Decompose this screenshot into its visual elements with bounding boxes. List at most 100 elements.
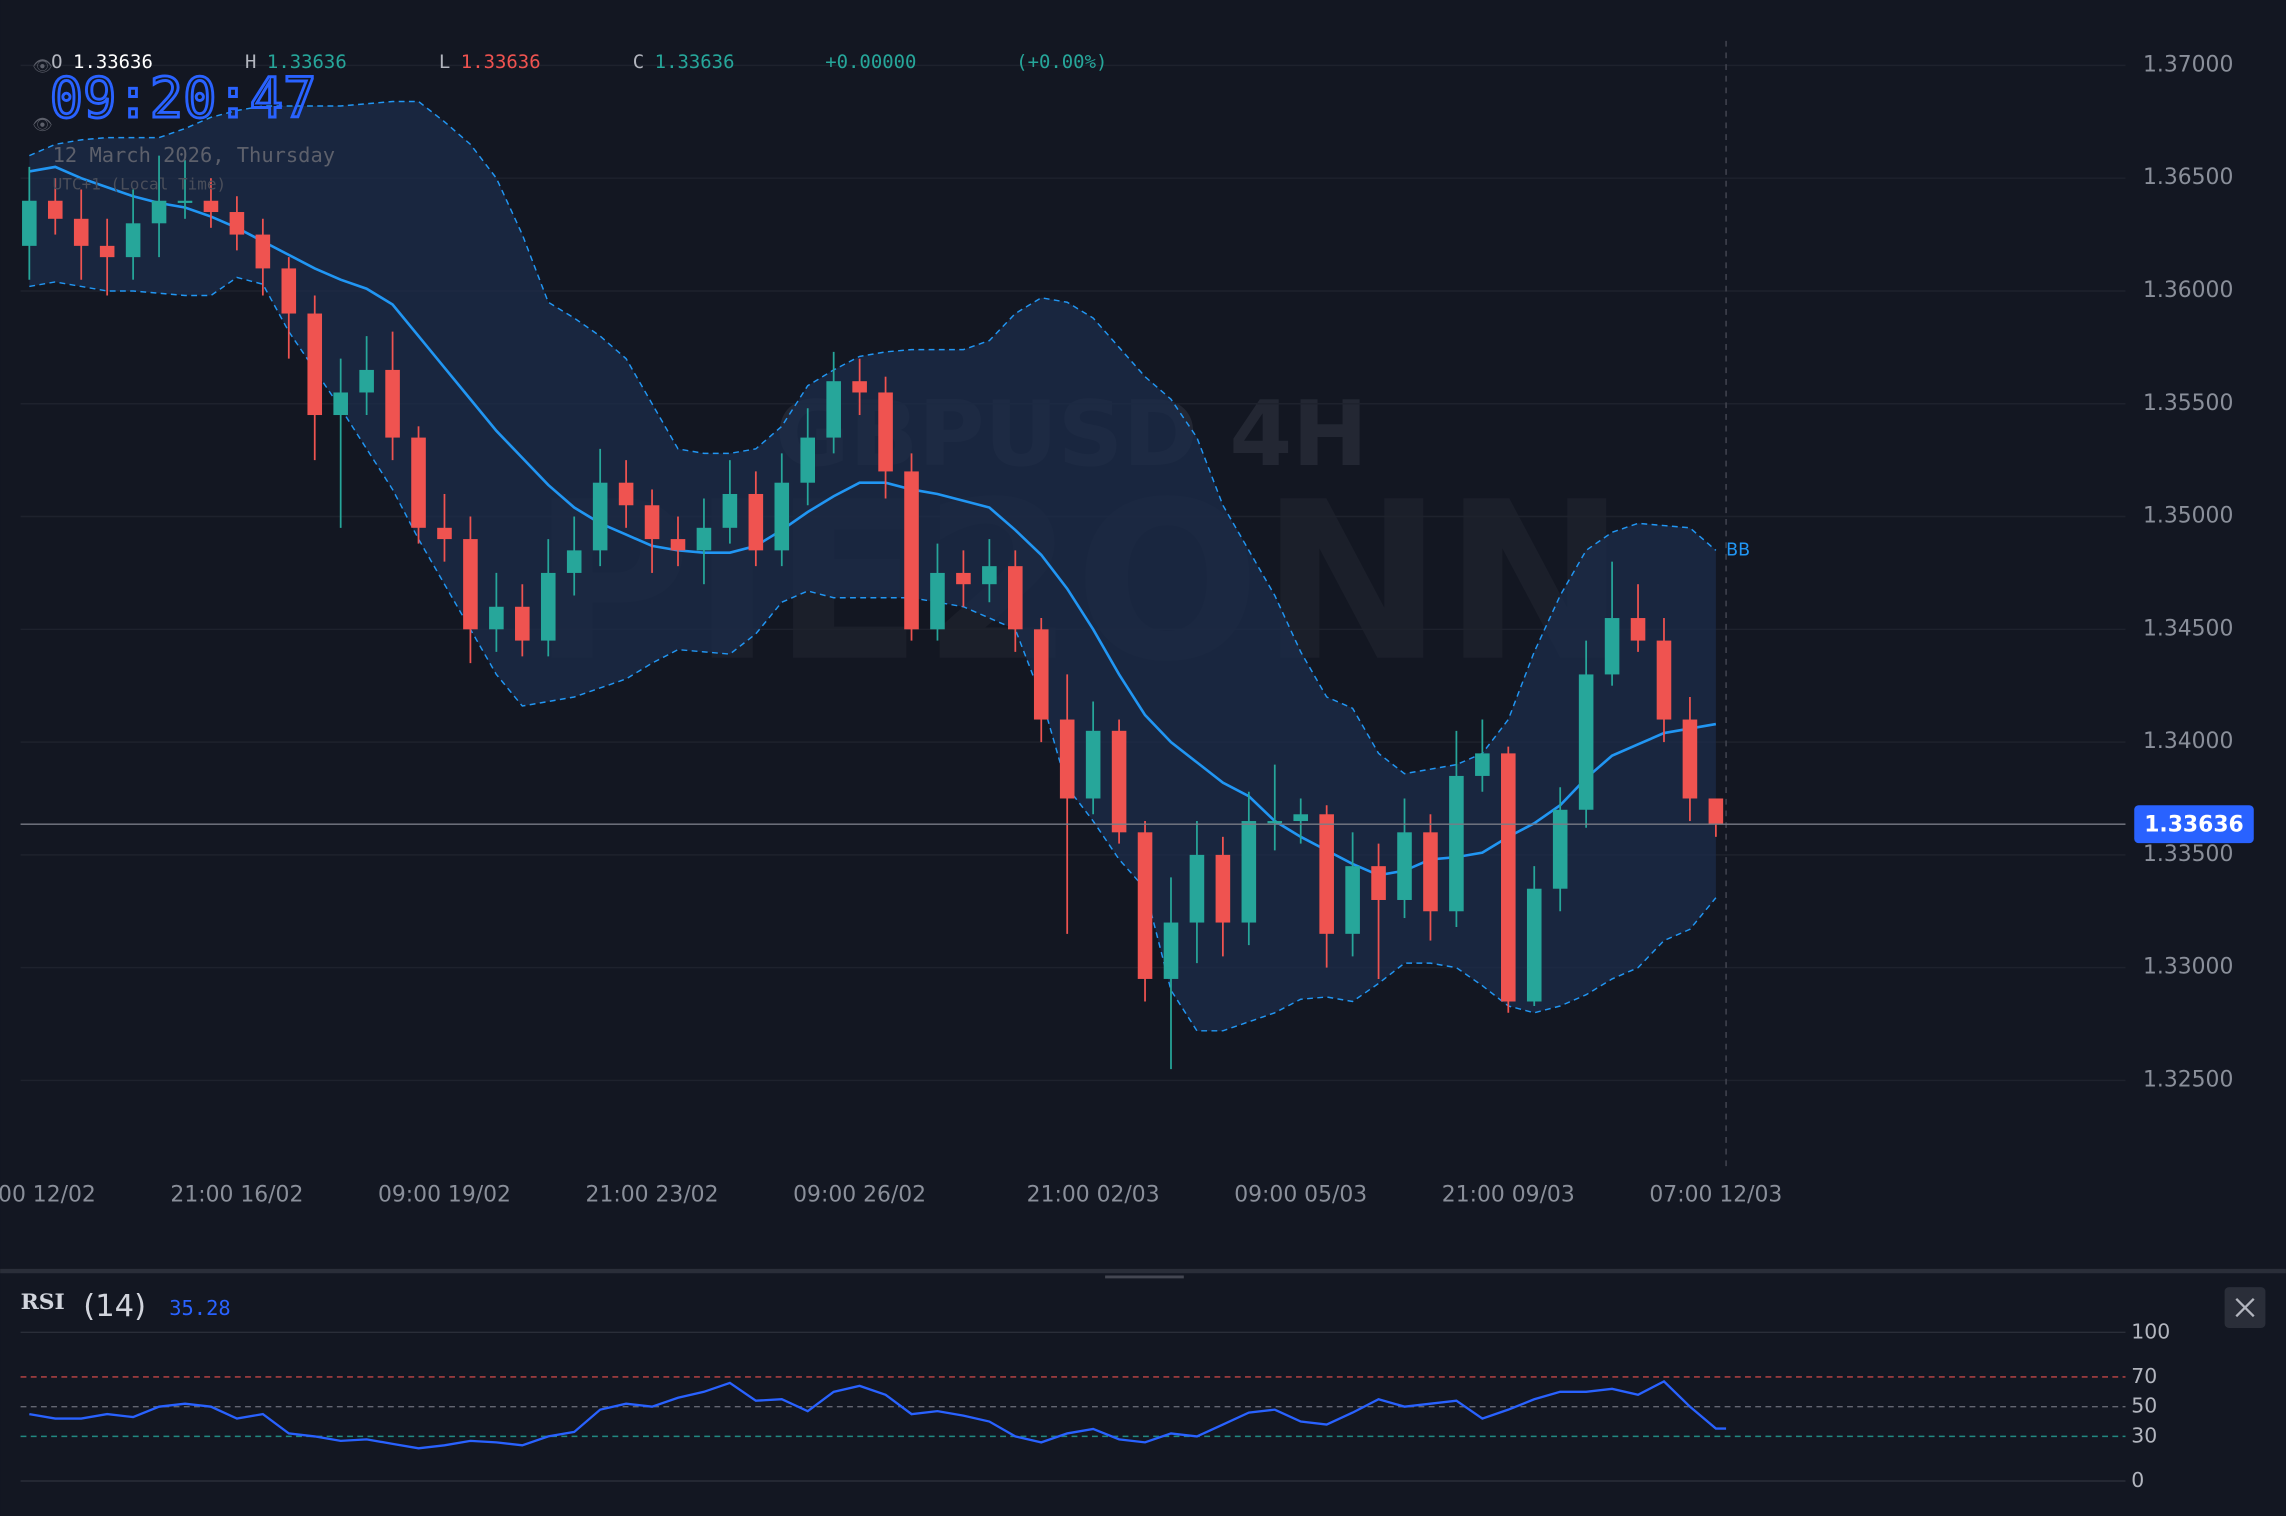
candle-body <box>826 381 841 438</box>
candle-body <box>255 234 271 269</box>
candle-body <box>1397 832 1412 900</box>
y-tick-label: 1.34000 <box>2143 729 2233 754</box>
candle-body <box>1656 640 1672 720</box>
clock-time: 09:20:47 <box>50 67 317 131</box>
candle-body <box>1189 854 1205 923</box>
candle-body <box>540 572 556 641</box>
rsi-tick-label: 70 <box>2131 1364 2157 1388</box>
candle-body <box>203 200 219 213</box>
candle-body <box>1293 814 1309 822</box>
candle-body <box>177 200 193 203</box>
y-tick-label: 1.33000 <box>2143 955 2233 980</box>
candle-body <box>125 223 141 258</box>
candle-body <box>73 218 89 246</box>
candle-body <box>1423 832 1438 912</box>
candle-body <box>1059 719 1075 799</box>
close-icon[interactable] <box>2235 1297 2255 1318</box>
candle-body <box>1111 730 1127 833</box>
candle-body <box>904 471 919 630</box>
candle-body <box>489 606 504 630</box>
candle-body <box>1241 821 1257 923</box>
last-price-label: 1.33636 <box>2144 813 2244 838</box>
y-tick-label: 1.35500 <box>2143 391 2233 416</box>
band-upper <box>29 100 1717 775</box>
low-label: L <box>439 51 450 73</box>
candle-body <box>1033 629 1049 720</box>
band-fill <box>29 101 1716 1031</box>
candle-body <box>1267 821 1283 824</box>
y-tick-label: 1.34500 <box>2143 616 2233 641</box>
rsi-tick-label: 50 <box>2131 1394 2157 1418</box>
candle-body <box>982 566 997 585</box>
x-tick-label: 21:00 16/02 <box>170 1182 303 1207</box>
candle-body <box>22 200 37 246</box>
last-price-box <box>2134 805 2254 844</box>
y-tick-label: 1.36000 <box>2143 278 2233 303</box>
eye-icon[interactable]: 👁 <box>32 115 52 134</box>
candle-body <box>722 493 738 528</box>
candle-body <box>1371 866 1386 900</box>
band-label: BB <box>1726 540 1750 560</box>
candle-body <box>411 437 426 528</box>
band-lower <box>29 276 1717 1032</box>
open-value: 1.33636 <box>73 51 153 73</box>
x-tick-label: 09:00 12/02 <box>0 1182 96 1207</box>
candle-body <box>1682 719 1698 799</box>
y-tick-label: 1.35000 <box>2143 504 2233 529</box>
low-value: 1.33636 <box>461 51 541 73</box>
eye-icon[interactable]: 👁 <box>32 57 52 76</box>
candle-body <box>307 313 323 416</box>
candle-body <box>930 572 945 630</box>
candle-body <box>1630 618 1646 641</box>
candle-body <box>463 539 478 630</box>
x-tick-label: 21:00 09/03 <box>1442 1182 1575 1207</box>
candle-body <box>956 572 971 585</box>
candle-body <box>99 245 115 258</box>
ohlc-legend: O 1.33636 H 1.33636 L 1.33636 C 1.33636 … <box>51 51 1107 73</box>
candle-body <box>748 493 764 551</box>
x-tick-label: 09:00 05/03 <box>1234 1182 1367 1207</box>
candle-body <box>281 268 297 314</box>
clock-date: 12 March 2026, Thursday <box>53 143 335 167</box>
candle-body <box>592 482 608 551</box>
candle-body <box>878 392 893 472</box>
high-label: H <box>245 51 256 73</box>
rsi-pane <box>20 1331 2126 1482</box>
close-pane-button[interactable] <box>2224 1287 2266 1328</box>
candle-body <box>1475 753 1490 776</box>
rsi-period: (14) <box>83 1289 146 1324</box>
candle-body <box>1215 854 1231 923</box>
rsi-tick-label: 30 <box>2131 1423 2157 1447</box>
candle-body <box>1345 866 1360 934</box>
candle-body <box>333 392 348 416</box>
candle-body <box>47 200 63 219</box>
rsi-title: RSI <box>21 1289 65 1315</box>
candle-body <box>670 539 686 551</box>
candle-body <box>1085 730 1101 799</box>
x-tick-label: 09:00 19/02 <box>378 1182 511 1207</box>
rsi-tick-label: 0 <box>2131 1468 2144 1492</box>
candle-body <box>1578 674 1594 810</box>
candle-body <box>1604 618 1620 675</box>
rsi-value: 35.28 <box>169 1296 230 1320</box>
y-tick-label: 1.33500 <box>2143 842 2233 867</box>
candle-body <box>644 505 660 540</box>
change: +0.00000 <box>825 51 916 73</box>
rsi-line <box>29 1379 1727 1450</box>
candle-body <box>852 381 867 393</box>
x-tick-label: 21:00 23/02 <box>586 1182 719 1207</box>
x-tick-label: 09:00 26/02 <box>793 1182 926 1207</box>
close-label: C <box>633 51 644 73</box>
high-value: 1.33636 <box>267 51 347 73</box>
candle-body <box>151 200 167 224</box>
x-tick-label: 07:00 12/03 <box>1649 1182 1782 1207</box>
candle-body <box>774 482 790 551</box>
candle-body <box>1137 832 1153 979</box>
rsi-tick-label: 100 <box>2131 1319 2170 1343</box>
candle-body <box>385 369 400 438</box>
x-tick-label: 21:00 02/03 <box>1027 1182 1160 1207</box>
candle-body <box>1552 809 1568 889</box>
candle-body <box>437 527 452 540</box>
candle-body <box>1449 775 1464 912</box>
clock-zone: UTC+1 (Local Time) <box>53 175 227 194</box>
